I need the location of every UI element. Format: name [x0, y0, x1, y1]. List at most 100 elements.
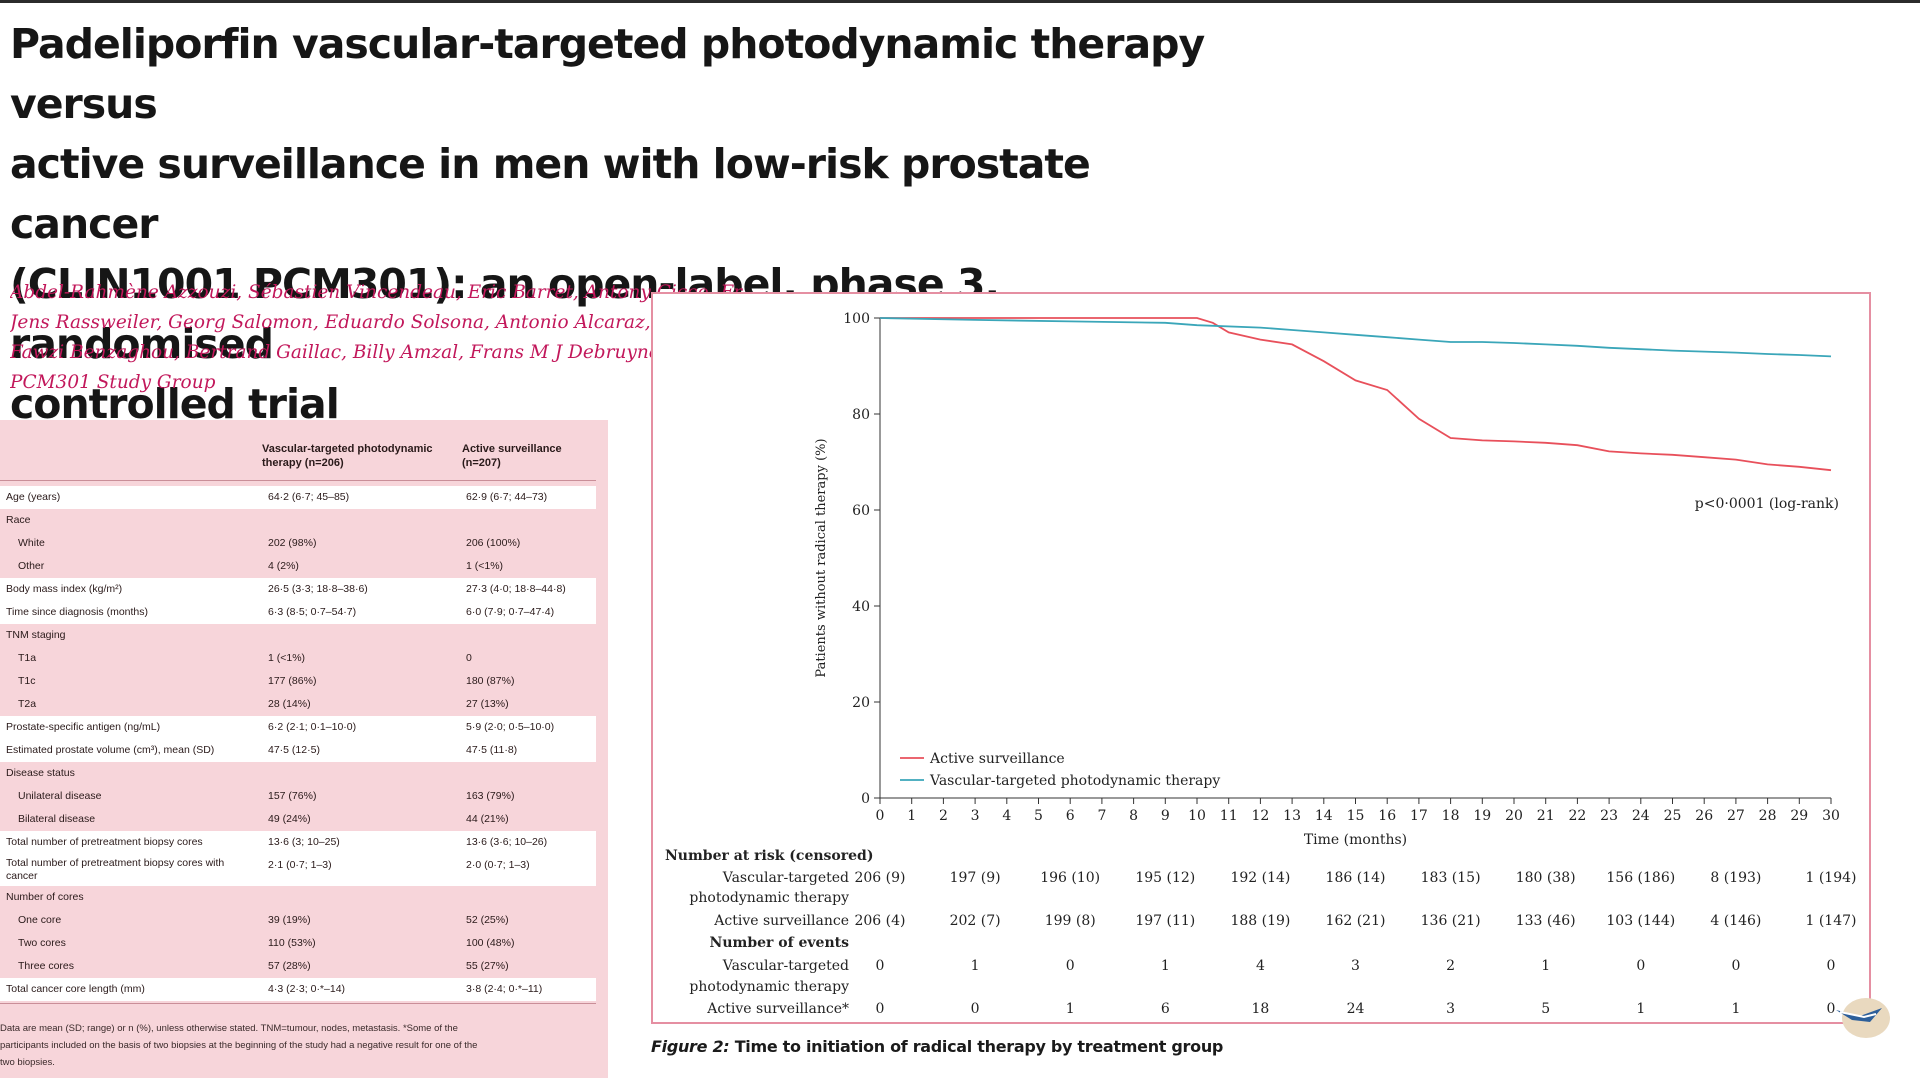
table-header-vtp: Vascular-targeted photodynamic therapy (…: [262, 443, 433, 469]
row-label: Age (years): [6, 491, 61, 503]
author-line: Jens Rassweiler, Georg Salomon, Eduardo …: [10, 312, 749, 333]
row-label: One core: [18, 914, 62, 926]
x-tick-label: 18: [1442, 808, 1460, 824]
table-row: Time since diagnosis (months) 6·3 (8·5; 0…: [0, 601, 596, 624]
events-cell-as: 1: [1066, 1001, 1075, 1017]
events-cell-vtp: 2: [1446, 958, 1455, 974]
x-tick-label: 24: [1632, 808, 1650, 824]
risk-cell-as: 199 (8): [1045, 913, 1096, 929]
cell-vtp: 4 (2%): [268, 560, 299, 572]
row-label: Body mass index (kg/m²): [6, 583, 123, 595]
table-row: Three cores 57 (28%) 55 (27%): [0, 955, 596, 978]
events-row-label: Vascular-targeted: [722, 958, 849, 974]
author-line: PCM301 Study Group: [10, 372, 216, 393]
x-tick-label: 22: [1568, 808, 1586, 824]
table-row: Total number of pretreatment biopsy core…: [0, 831, 596, 854]
figure-caption-text: Time to initiation of radical therapy by…: [734, 1037, 1224, 1056]
x-tick-label: 10: [1188, 808, 1206, 824]
events-cell-as: 5: [1541, 1001, 1550, 1017]
paper-title: Padeliporfin vascular-targeted photodyna…: [10, 14, 1250, 434]
x-tick-label: 17: [1410, 808, 1428, 824]
events-cell-as: 6: [1161, 1001, 1170, 1017]
x-tick-label: 26: [1695, 808, 1713, 824]
table-row: Prostate-specific antigen (ng/mL) 6·2 (2·…: [0, 716, 596, 739]
row-label: Other: [18, 560, 45, 572]
x-tick-label: 9: [1161, 808, 1170, 824]
events-cell-as: 3: [1446, 1001, 1455, 1017]
author-line: Abdel-Rahmène Azzouzi, Sébastien Vincend…: [10, 282, 743, 303]
risk-cell-vtp: 197 (9): [950, 870, 1001, 886]
table-row: T2a 28 (14%) 27 (13%): [0, 693, 596, 716]
events-cell-vtp: 0: [1636, 958, 1645, 974]
table-rule: [0, 480, 596, 481]
risk-cell-as: 162 (21): [1326, 913, 1386, 929]
risk-cell-vtp: 206 (9): [854, 870, 905, 886]
x-tick-label: 4: [1002, 808, 1011, 824]
cell-as: 27 (13%): [466, 698, 509, 710]
risk-cell-vtp: 180 (38): [1516, 870, 1576, 886]
row-label: Total cancer core length (mm): [6, 983, 145, 995]
x-tick-label: 20: [1505, 808, 1523, 824]
row-label: Unilateral disease: [18, 790, 102, 802]
x-tick-label: 7: [1097, 808, 1106, 824]
risk-cell-vtp: 183 (15): [1421, 870, 1481, 886]
cell-vtp: 49 (24%): [268, 813, 311, 825]
table-header: Vascular-targeted photodynamic therapy (…: [0, 430, 596, 480]
y-tick-label: 80: [852, 407, 870, 423]
events-row-label: photodynamic therapy: [689, 979, 849, 995]
row-label: Three cores: [18, 960, 75, 972]
figure-caption: Figure 2: Time to initiation of radical …: [651, 1037, 1223, 1056]
risk-cell-vtp: 1 (194): [1805, 870, 1856, 886]
risk-cell-vtp: 8 (193): [1710, 870, 1761, 886]
x-tick-label: 28: [1759, 808, 1777, 824]
x-tick-label: 13: [1283, 808, 1301, 824]
risk-cell-as: 197 (11): [1135, 913, 1195, 929]
table-row: Estimated prostate volume (cm³), mean (S…: [0, 739, 596, 762]
cell-as: 27·3 (4·0; 18·8–44·8): [466, 583, 566, 595]
author-list: Abdel-Rahmène Azzouzi, Sébastien Vincend…: [10, 278, 1110, 398]
events-cell-vtp: 1: [1541, 958, 1550, 974]
cell-as: 55 (27%): [466, 960, 509, 972]
row-label: Prostate-specific antigen (ng/mL): [6, 721, 161, 733]
legend-entry: Active surveillance: [929, 751, 1065, 767]
x-tick-label: 12: [1251, 808, 1269, 824]
x-tick-label: 23: [1600, 808, 1618, 824]
cell-vtp: 202 (98%): [268, 537, 317, 549]
legend-entry: Vascular-targeted photodynamic therapy: [929, 773, 1220, 789]
cell-vtp: 2·1 (0·7; 1–3): [268, 859, 332, 871]
risk-cell-vtp: 156 (186): [1606, 870, 1675, 886]
figure-panel: 0 20 40 60 80 100 0 1 2 3 4 5 6 7 8 9 10 11 12 13 14 15 16 17 18…: [651, 292, 1871, 1024]
row-label: T1a: [18, 652, 37, 664]
cell-as: 206 (100%): [466, 537, 521, 549]
risk-cell-as: 4 (146): [1710, 913, 1761, 929]
cell-as: 163 (79%): [466, 790, 515, 802]
risk-cell-vtp: 195 (12): [1135, 870, 1195, 886]
row-label: Number of cores: [6, 891, 84, 903]
footnote-line: two biopsies.: [0, 1057, 55, 1068]
cell-as: 100 (48%): [466, 937, 515, 949]
events-cell-as: 0: [971, 1001, 980, 1017]
x-tick-label: 16: [1378, 808, 1396, 824]
events-table-header: Number of events: [710, 935, 850, 951]
table-footnote: Data are mean (SD; range) or n (%), unle…: [0, 1020, 578, 1071]
risk-cell-as: 206 (4): [854, 913, 905, 929]
y-tick-label: 40: [852, 599, 870, 615]
risk-cell-as: 188 (19): [1230, 913, 1290, 929]
events-cell-as: 24: [1347, 1001, 1365, 1017]
row-label: Race: [6, 514, 31, 526]
cell-as: 13·6 (3·6; 10–26): [466, 836, 548, 848]
table-row: Total number of pretreatment biopsy core…: [0, 854, 596, 886]
table-row: Race: [0, 509, 596, 532]
baseline-characteristics-table: Vascular-targeted photodynamic therapy (…: [0, 420, 608, 1078]
title-line: Padeliporfin vascular-targeted photodyna…: [10, 20, 1205, 128]
risk-cell-as: 133 (46): [1516, 913, 1576, 929]
table-row: One core 39 (19%) 52 (25%): [0, 909, 596, 932]
cell-as: 2·0 (0·7; 1–3): [466, 859, 530, 871]
events-cell-as: 1: [1636, 1001, 1645, 1017]
x-tick-label: 27: [1727, 808, 1745, 824]
cell-as: 62·9 (6·7; 44–73): [466, 491, 548, 503]
table-row: Two cores 110 (53%) 100 (48%): [0, 932, 596, 955]
figure-number: Figure 2:: [651, 1037, 730, 1056]
cell-vtp: 110 (53%): [268, 937, 316, 949]
